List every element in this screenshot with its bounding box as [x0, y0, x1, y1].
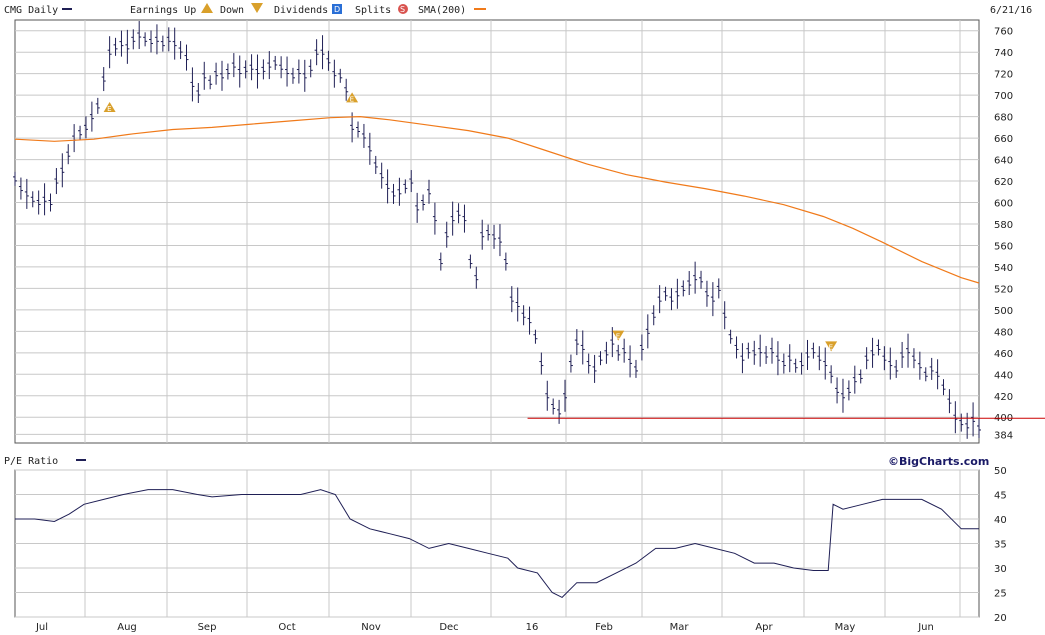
earnings-marker-label: E [616, 333, 620, 341]
upper-y-tick-label: 440 [994, 370, 1013, 381]
upper-y-tick-label: 600 [994, 199, 1013, 210]
sma-line [14, 115, 980, 284]
x-tick-label: Jun [917, 622, 934, 633]
upper-y-tick-label: 460 [994, 349, 1013, 360]
lower-y-ticks: 20 25 30 35 40 45 50 [994, 466, 1007, 624]
earnings-up-icon [201, 3, 213, 13]
upper-y-tick-label: 640 [994, 156, 1013, 167]
lower-grid [15, 469, 979, 618]
ticker-label: CMG Daily [4, 5, 58, 16]
lower-header: P/E Ratio ©BigCharts.com [4, 455, 989, 468]
lower-y-tick-label: 50 [994, 466, 1007, 477]
upper-y-tick-label: 660 [994, 134, 1013, 145]
upper-y-tick-label: 520 [994, 284, 1013, 295]
upper-panel [14, 19, 980, 444]
earnings-marker-label: E [107, 105, 111, 113]
pe-ratio-line [15, 489, 979, 599]
lower-y-tick-label: 20 [994, 613, 1007, 624]
earnings-marker-label: E [829, 343, 833, 351]
splits-label: Splits [355, 5, 391, 16]
upper-y-tick-label: 760 [994, 27, 1013, 38]
upper-grid [15, 20, 979, 443]
lower-y-tick-label: 40 [994, 515, 1007, 526]
x-tick-label: Jul [35, 622, 48, 633]
x-tick-label: Mar [670, 622, 690, 633]
upper-y-ticks: 3844004204404604805005205405605806006206… [994, 27, 1013, 442]
earnings-down-icon [251, 3, 263, 13]
upper-y-tick-label: 720 [994, 70, 1013, 81]
lower-y-tick-label: 45 [994, 491, 1007, 502]
x-axis-labels: Jul Aug Sep Oct Nov Dec 16 Feb Mar Apr May Jun [35, 622, 934, 633]
upper-y-tick-label: 560 [994, 241, 1013, 252]
earnings-down-marker [612, 330, 625, 341]
upper-y-tick-label: 700 [994, 91, 1013, 102]
upper-y-tick-label: 620 [994, 177, 1013, 188]
split-badge: S [400, 5, 405, 14]
x-tick-label: Oct [278, 622, 295, 633]
lower-y-tick-label: 25 [994, 589, 1007, 600]
x-tick-label: Aug [117, 622, 137, 633]
upper-y-tick-label: 420 [994, 392, 1013, 403]
x-tick-label: May [835, 622, 856, 633]
x-tick-label: Feb [595, 622, 613, 633]
pe-label: P/E Ratio [4, 456, 58, 467]
upper-y-tick-label: 740 [994, 48, 1013, 59]
upper-y-tick-label: 480 [994, 327, 1013, 338]
lower-y-tick-label: 30 [994, 564, 1007, 575]
x-tick-label: Apr [755, 622, 773, 633]
down-label: Down [220, 5, 244, 16]
upper-y-tick-label: 500 [994, 306, 1013, 317]
date-label: 6/21/16 [990, 5, 1032, 16]
earnings-up-label: Earnings Up [130, 5, 196, 16]
upper-series: E E E E [13, 21, 1045, 439]
dividends-label: Dividends [274, 5, 328, 16]
upper-header: CMG Daily Earnings Up Down Dividends D S… [4, 3, 1032, 16]
brand-label: ©BigCharts.com [888, 455, 989, 468]
lower-series [15, 489, 979, 599]
upper-y-tick-label: 540 [994, 263, 1013, 274]
x-tick-label: 16 [526, 622, 539, 633]
upper-y-tick-label: 384 [994, 430, 1013, 441]
earnings-up-marker [103, 102, 116, 113]
sma-label: SMA(200) [418, 5, 466, 16]
earnings-marker-label: E [350, 95, 354, 103]
lower-y-tick-label: 35 [994, 540, 1007, 551]
split-icon [398, 4, 408, 14]
upper-y-tick-label: 680 [994, 113, 1013, 124]
dividend-icon [332, 4, 342, 14]
earnings-up-marker [346, 92, 359, 103]
dividend-badge: D [334, 5, 340, 14]
x-tick-label: Dec [439, 622, 458, 633]
x-tick-label: Sep [198, 622, 217, 633]
earnings-down-marker [825, 341, 838, 352]
upper-y-tick-label: 580 [994, 220, 1013, 231]
x-tick-label: Nov [361, 622, 381, 633]
